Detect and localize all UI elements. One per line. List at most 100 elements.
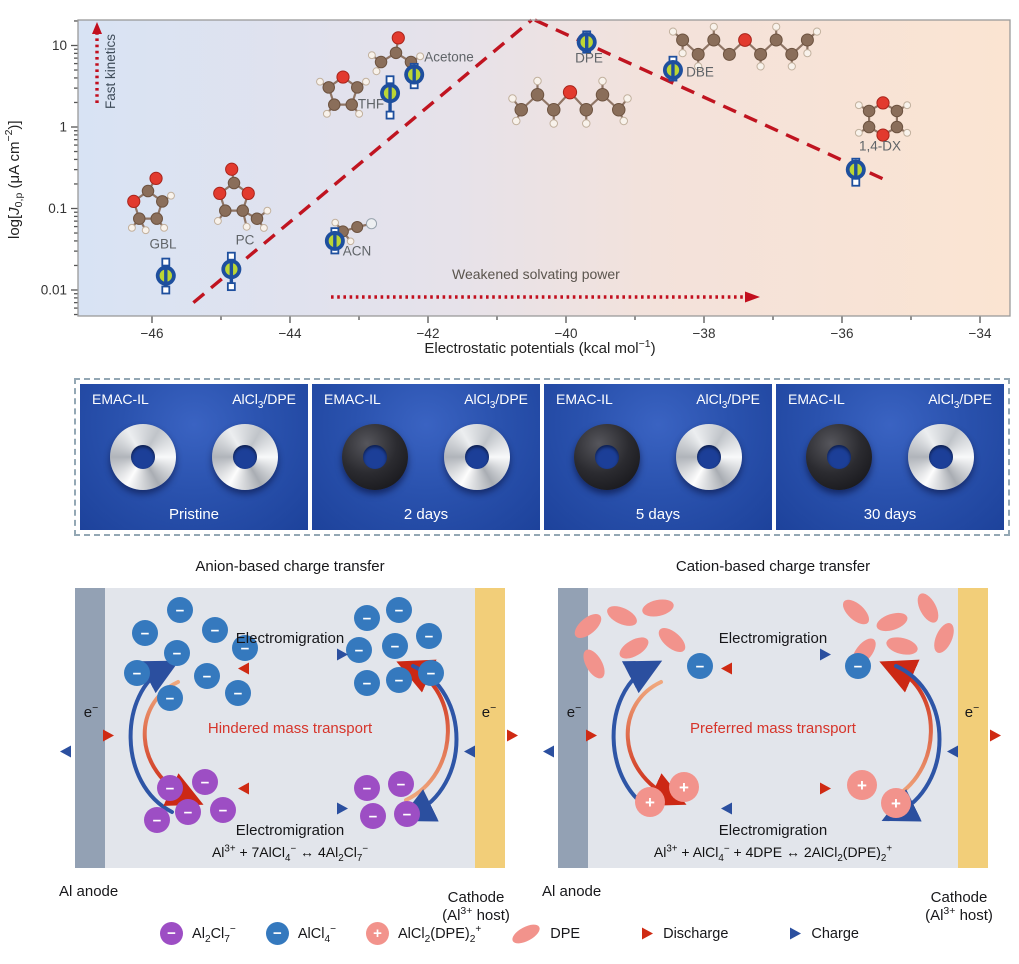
molecule-acn: [331, 218, 378, 246]
ion: −: [157, 685, 183, 711]
svg-text:−: −: [369, 808, 378, 825]
photo-label-alcl3-dpe: AlCl3/DPE: [696, 391, 760, 411]
legend-label: DPE: [550, 925, 581, 942]
ion: −: [360, 803, 386, 829]
charge-arrow: [759, 927, 802, 940]
data-point-acetone: [404, 62, 425, 90]
alcl2-dpe2-icon: +: [366, 922, 389, 945]
data-point-dbe: [662, 55, 683, 82]
electron-label-right: e−: [481, 702, 497, 721]
diagram-title: Anion-based charge transfer: [195, 558, 385, 575]
electron-arrow-charge: [60, 745, 114, 758]
molecule-thf: [316, 70, 370, 118]
svg-text:−: −: [395, 672, 404, 689]
point-label-dpe: DPE: [575, 50, 603, 66]
ion: +: [847, 770, 877, 800]
ion: +: [881, 788, 911, 818]
ion: −: [394, 801, 420, 827]
ion: −: [175, 799, 201, 825]
ion: −: [157, 775, 183, 801]
mass-transport-label: Hindered mass transport: [207, 720, 373, 737]
ion: −: [192, 769, 218, 795]
ion: −: [418, 660, 444, 686]
ion: +: [635, 787, 665, 817]
molecule-dbe: [668, 22, 822, 71]
corrosion-photo-2: EMAC-IL AlCl3/DPE 2 days: [312, 384, 540, 530]
legend-label: Al2Cl7−: [192, 923, 236, 945]
svg-text:−: −: [201, 774, 210, 791]
svg-text:−34: −34: [969, 326, 992, 341]
svg-text:0.01: 0.01: [41, 283, 67, 298]
corrosion-photo-1: EMAC-IL AlCl3/DPE Pristine: [80, 384, 308, 530]
svg-text:0.1: 0.1: [48, 201, 67, 216]
ion: −: [845, 653, 871, 679]
photo-label-alcl3-dpe: AlCl3/DPE: [464, 391, 528, 411]
charge-arrow-icon: [758, 927, 802, 940]
cathode-label: Cathode (Al3+ host): [884, 889, 1019, 927]
ion: −: [210, 797, 236, 823]
electromigration-arrow-discharge: [238, 662, 348, 675]
data-point-gbl: [155, 257, 176, 295]
svg-text:−46: −46: [141, 326, 164, 341]
cathode-label-line1: Cathode: [447, 888, 505, 906]
dpe-molecule-icon: [642, 599, 674, 617]
electromigration-label-bottom: Electromigration: [235, 822, 345, 839]
reaction-equation: Al3+ + AlCl4− + 4DPE ↔ 2AlCl2(DPE)2+: [653, 843, 893, 864]
legend-label: AlCl4−: [297, 923, 336, 945]
svg-text:−: −: [203, 668, 212, 685]
photo-caption: 30 days: [863, 506, 917, 523]
point-label-acn: ACN: [342, 243, 372, 259]
weakened-solvating-label: Weakened solvating power: [452, 266, 620, 282]
data-point-thf: [380, 75, 401, 120]
ion-flow-overlay: − − + + + +: [574, 593, 954, 822]
photo-label-alcl3-dpe: AlCl3/DPE: [928, 391, 992, 411]
svg-text:+: +: [857, 776, 867, 795]
photo-label-alcl3-dpe: AlCl3/DPE: [232, 391, 296, 411]
svg-text:−: −: [141, 625, 150, 642]
photo-label-emac-il: EMAC-IL: [556, 391, 613, 407]
svg-text:−: −: [166, 780, 175, 797]
washer-alcl3-dpe: [908, 424, 974, 490]
dpe-molecule-icon: [876, 612, 908, 632]
svg-text:−: −: [166, 690, 175, 707]
data-point-acn: [324, 227, 345, 255]
svg-text:−: −: [173, 645, 182, 662]
ion-flow-overlay: − − − − − − − − − − − − − − − − − − − − − − − − − −: [124, 597, 459, 833]
ion: −: [132, 620, 158, 646]
photo-label-emac-il: EMAC-IL: [92, 391, 149, 407]
cation-transfer-diagram: Cation-based charge transfer − − + + + + e− e…: [542, 558, 1001, 924]
svg-text:−: −: [363, 610, 372, 627]
electron-label-right: e−: [964, 702, 980, 721]
corrosion-photo-3: EMAC-IL AlCl3/DPE 5 days: [544, 384, 772, 530]
dpe-molecule-icon: [607, 606, 637, 626]
svg-text:+: +: [645, 793, 655, 812]
photo-caption: 5 days: [635, 506, 681, 523]
photo-caption: Pristine: [168, 506, 220, 523]
legend-item-discharge: Discharge: [610, 926, 728, 942]
ion: −: [202, 617, 228, 643]
svg-text:−: −: [219, 802, 228, 819]
legend-label: Discharge: [663, 925, 729, 942]
anion-transfer-diagram: Anion-based charge transfer − − − − − − − − − − − −…: [59, 558, 518, 924]
al-anode-label: Al anode: [59, 883, 119, 900]
svg-text:−: −: [355, 642, 364, 659]
electromigration-arrow-discharge: [721, 662, 831, 675]
svg-text:−: −: [176, 602, 185, 619]
cathode-label: Cathode (Al3+ host): [401, 889, 551, 927]
ion: −: [386, 597, 412, 623]
electron-label-left: e−: [566, 702, 582, 721]
legend-item-charge: Charge: [758, 926, 859, 942]
svg-text:−: −: [403, 806, 412, 823]
electron-arrow-charge: [543, 745, 597, 758]
svg-text:−: −: [425, 628, 434, 645]
washer-alcl3-dpe: [212, 424, 278, 490]
ion: −: [194, 663, 220, 689]
svg-text:+: +: [679, 778, 689, 797]
electron-arrow-discharge: [60, 729, 114, 742]
svg-text:−: −: [234, 685, 243, 702]
svg-text:−: −: [133, 665, 142, 682]
species-legend: − Al2Cl7− − AlCl4− + AlCl2(DPE)2+ DPE Discharge…: [0, 920, 1019, 947]
electromigration-arrow-charge: [238, 648, 348, 661]
dpe-molecule-icon: [917, 593, 939, 623]
svg-text:−: −: [184, 804, 193, 821]
